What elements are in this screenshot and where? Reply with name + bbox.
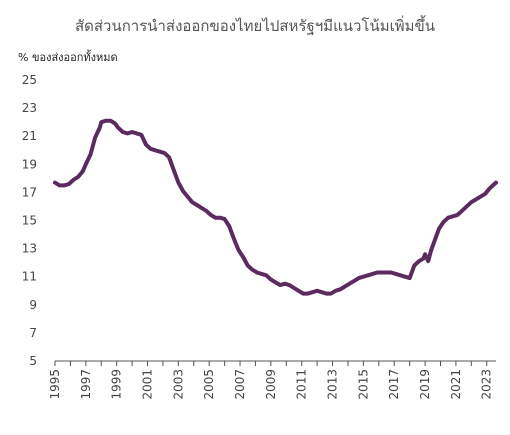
x-tick-label: 2003	[171, 369, 185, 400]
y-tick-label: 15	[22, 214, 37, 228]
x-tick-label: 2013	[326, 369, 340, 400]
x-tick-label: 2005	[202, 369, 216, 400]
y-tick-label: 9	[29, 298, 37, 312]
x-tick-label: 2021	[449, 369, 463, 400]
x-tick-label: 2007	[233, 369, 247, 400]
y-tick-label: 17	[22, 185, 37, 199]
x-tick-label: 2015	[356, 369, 370, 400]
x-tick-label: 2001	[141, 369, 155, 400]
y-tick-label: 13	[22, 242, 37, 256]
x-tick-label: 1995	[48, 369, 62, 400]
y-tick-label: 11	[22, 270, 37, 284]
y-tick-label: 25	[22, 73, 37, 87]
x-tick-label: 2023	[480, 369, 494, 400]
y-tick-label: 5	[29, 354, 37, 368]
y-tick-label: 7	[29, 326, 37, 340]
y-tick-label: 19	[22, 157, 37, 171]
x-tick-label: 2011	[295, 369, 309, 400]
y-axis-label: % ของส่งออกทั้งหมด	[18, 51, 118, 64]
x-tick-label: 1999	[110, 369, 124, 400]
y-tick-label: 21	[22, 129, 37, 143]
chart-title: สัดส่วนการนำส่งออกของไทยไปสหรัฐฯมีแนวโน้…	[74, 17, 436, 35]
series-line	[53, 118, 498, 296]
x-tick-label: 2009	[264, 369, 278, 400]
x-tick-label: 2017	[387, 369, 401, 400]
y-tick-label: 23	[22, 101, 37, 115]
x-tick-label: 1997	[79, 369, 93, 400]
x-tick-label: 2019	[418, 369, 432, 400]
